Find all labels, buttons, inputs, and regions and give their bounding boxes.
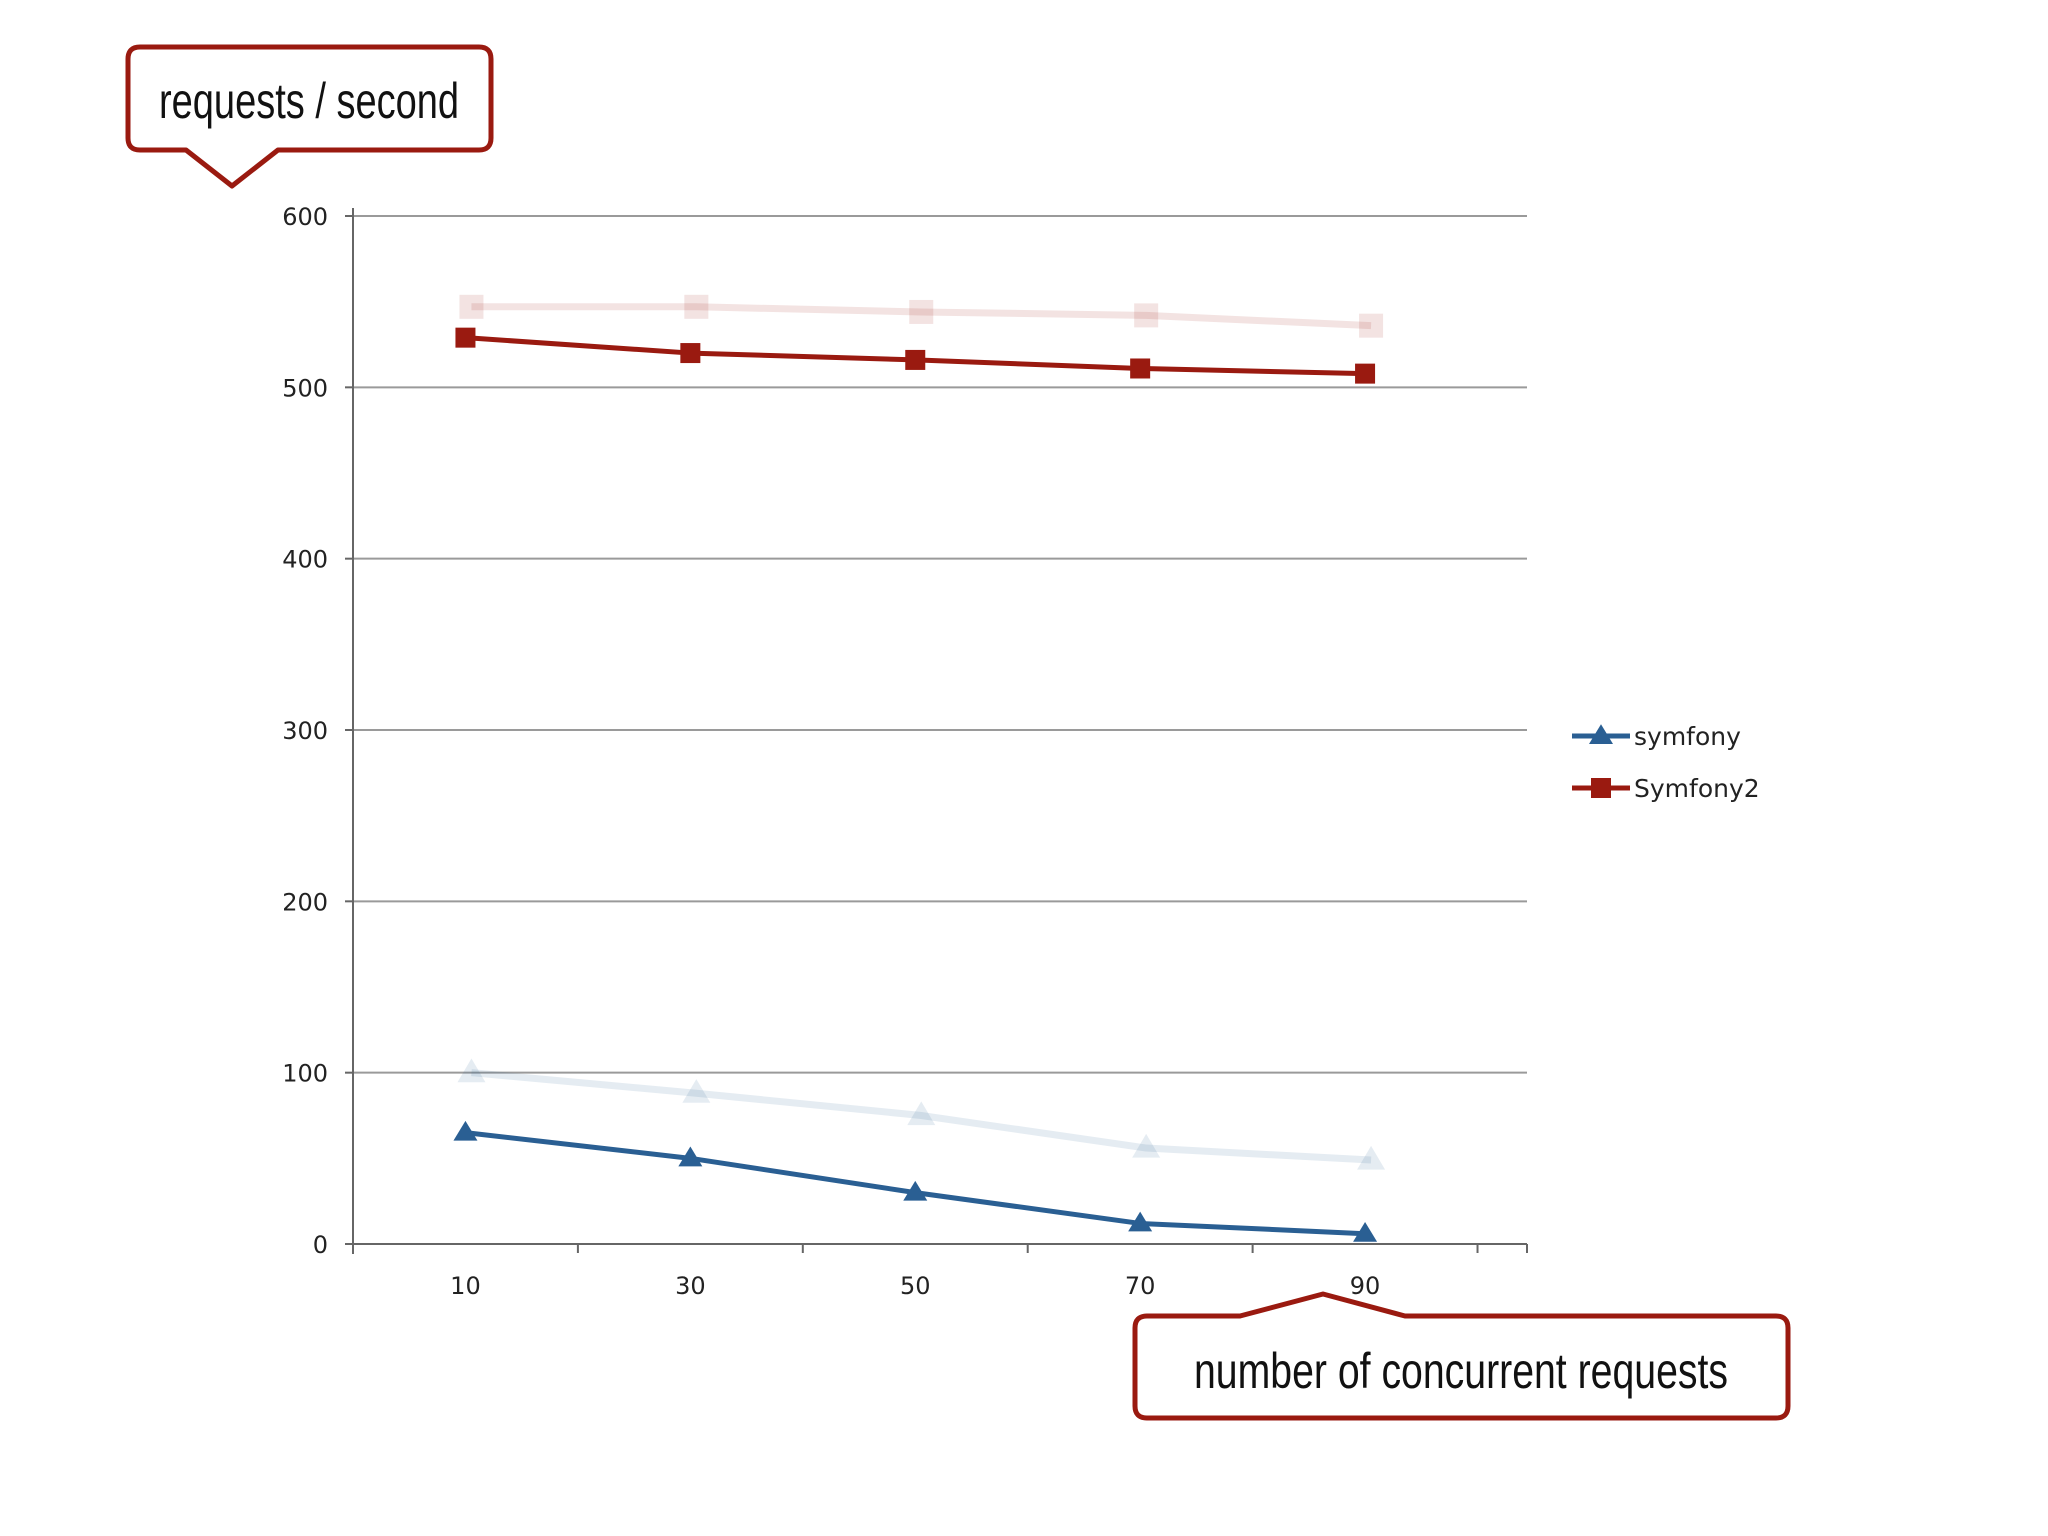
y-tick-label: 400 (282, 546, 328, 574)
ghost-marker (1132, 1133, 1161, 1158)
x-axis-title: number of concurrent requests (1194, 1343, 1728, 1399)
legend-marker-Symfony2 (1591, 778, 1611, 798)
y-tick-label: 100 (282, 1060, 328, 1088)
legend: symfony Symfony2 (1572, 722, 1760, 803)
y-axis-callout: requests / second (125, 44, 494, 189)
ghost-marker (684, 294, 709, 319)
data-point-Symfony2-70 (1130, 358, 1151, 379)
x-tick-label: 90 (1350, 1272, 1381, 1300)
ghost-marker (1357, 1145, 1386, 1170)
axes: 0 100 200 300 400 500 600 10 30 50 70 90 (282, 203, 1528, 1300)
gridlines (353, 215, 1527, 1074)
ghost-marker (682, 1079, 711, 1103)
x-tick-label: 50 (900, 1272, 931, 1300)
x-tick-label: 30 (675, 1272, 706, 1300)
ghost-marker (459, 294, 484, 319)
data-point-Symfony2-90 (1355, 363, 1376, 384)
ghost-marker (1359, 313, 1384, 338)
y-tick-label: 300 (282, 717, 328, 745)
ghost-marker (909, 299, 934, 324)
data-point-symfony-90 (1353, 1221, 1378, 1242)
x-axis-callout-box (1132, 1291, 1791, 1421)
ghost-line-symfony (471, 1069, 1372, 1164)
y-tick-label: 600 (282, 203, 328, 231)
data-point-Symfony2-10 (455, 327, 476, 348)
ghost-marker (1134, 303, 1159, 328)
y-tick-label: 0 (313, 1231, 328, 1259)
data-point-symfony-70 (1128, 1211, 1153, 1232)
x-tick-label: 70 (1125, 1272, 1156, 1300)
data-point-symfony-50 (903, 1180, 928, 1201)
x-tick-label: 10 (450, 1272, 481, 1300)
y-axis-title: requests / second (159, 73, 459, 129)
series-layer (453, 327, 1378, 1242)
data-point-Symfony2-30 (680, 343, 701, 364)
data-point-symfony-10 (453, 1120, 478, 1141)
legend-label-Symfony2: Symfony2 (1634, 774, 1760, 803)
y-tick-label: 200 (282, 888, 328, 916)
y-tick-label: 500 (282, 374, 328, 402)
y-axis-callout-box (125, 44, 494, 189)
legend-label-symfony: symfony (1634, 722, 1741, 751)
legend-marker-symfony (1589, 724, 1613, 744)
data-point-symfony-30 (678, 1146, 703, 1167)
data-point-Symfony2-50 (905, 349, 926, 370)
ghost-line-Symfony2 (471, 303, 1372, 330)
ghost-series-layer (457, 294, 1386, 1170)
ghost-marker (457, 1058, 486, 1083)
x-axis-callout: number of concurrent requests (1132, 1291, 1791, 1421)
ghost-marker (907, 1101, 936, 1126)
